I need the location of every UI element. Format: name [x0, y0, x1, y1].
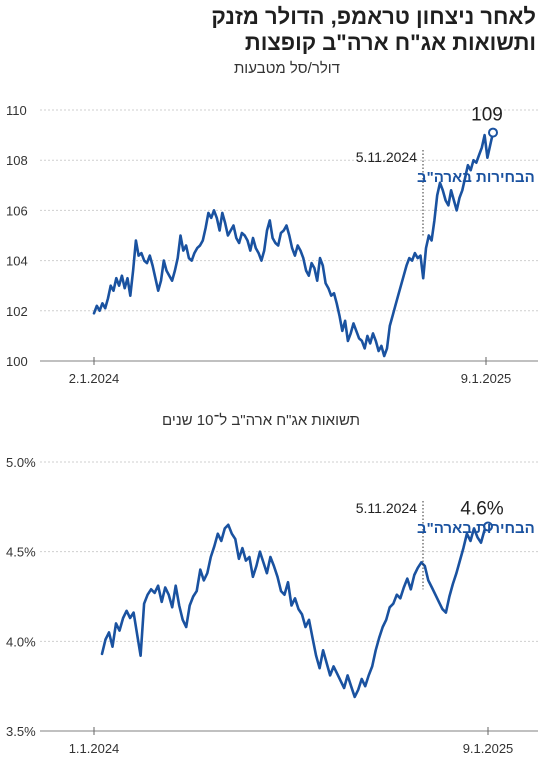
headline-line-2: ותשואות אג"ח ארה"ב קופצות [244, 30, 536, 55]
chart-1-subtitle: דולר/סל מטבעות [233, 60, 340, 77]
end-point-marker [488, 127, 498, 138]
x-tick-label: 1.1.2024 [69, 741, 120, 756]
y-tick-label: 100 [6, 354, 28, 369]
y-tick-label: 104 [6, 254, 28, 269]
chart-2-subtitle: תשואות אג"ח ארה"ב ל־10 שנים [162, 412, 360, 429]
chart-headline: לאחר ניצחון טראמפ, הדולר מזנק ותשואות אג… [16, 4, 536, 56]
series-line [100, 523, 490, 699]
y-tick-label: 3.5% [6, 724, 36, 739]
end-value-label: 4.6% [460, 499, 503, 520]
annotation-label: הבחירות בארה"ב [417, 520, 535, 537]
annotation-date: 5.11.2024 [356, 149, 417, 165]
y-tick-label: 108 [6, 153, 28, 168]
y-tick-label: 5.0% [6, 455, 36, 470]
y-tick-label: 102 [6, 304, 28, 319]
y-tick-label: 4.5% [6, 545, 36, 560]
y-tick-label: 4.0% [6, 634, 36, 649]
series-line [92, 131, 495, 358]
y-tick-label: 106 [6, 203, 28, 218]
annotation-date: 5.11.2024 [356, 500, 417, 516]
end-point-marker [483, 521, 493, 532]
headline-line-1: לאחר ניצחון טראמפ, הדולר מזנק [211, 4, 536, 29]
x-tick-label: 2.1.2024 [69, 371, 120, 386]
x-tick-label: 9.1.2025 [461, 371, 512, 386]
end-value-label: 109 [471, 105, 503, 126]
y-tick-label: 110 [6, 103, 27, 118]
annotation-label: הבחירות בארה"ב [417, 169, 535, 186]
x-tick-label: 9.1.2025 [463, 741, 514, 756]
